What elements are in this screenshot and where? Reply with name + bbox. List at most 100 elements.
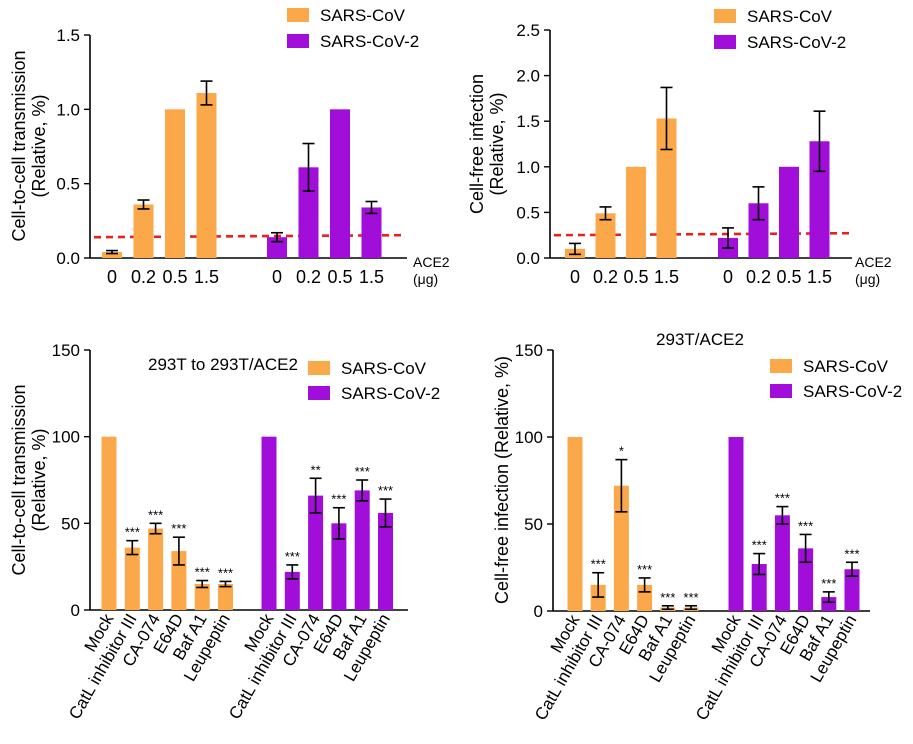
bar — [133, 204, 154, 258]
y-tick-label: 150 — [52, 341, 80, 360]
y-tick-label: 1.5 — [516, 112, 540, 131]
bar — [361, 207, 382, 258]
axis-note: ACE2 — [855, 254, 892, 270]
bar — [774, 515, 790, 611]
legend-label: SARS-CoV — [320, 6, 406, 25]
bar — [821, 597, 837, 611]
significance-label: *** — [285, 549, 300, 564]
bar — [751, 564, 767, 611]
bar — [194, 584, 210, 610]
x-tick-label: 0 — [570, 267, 580, 287]
y-tick-label: 2.0 — [516, 67, 540, 86]
bar — [102, 252, 122, 258]
x-tick-label: 0 — [723, 267, 733, 287]
y-axis-label: Cell-free infection — [467, 74, 487, 214]
bar — [330, 109, 350, 258]
legend-label: SARS-CoV-2 — [320, 32, 419, 51]
significance-label: *** — [821, 576, 836, 591]
bar — [748, 203, 769, 258]
legend-swatch — [308, 386, 330, 400]
chart-title: 293T to 293T/ACE2 — [148, 355, 298, 374]
significance-label: *** — [660, 590, 675, 605]
bar — [595, 213, 616, 258]
legend: SARS-CoV SARS-CoV-2 — [714, 7, 846, 52]
bar — [284, 571, 300, 610]
bar — [308, 495, 324, 610]
significance-label: *** — [218, 565, 233, 580]
legend-label: SARS-CoV-2 — [341, 384, 440, 403]
significance-label: *** — [844, 546, 859, 561]
chart-panel-1: 0.0 0.5 1.0 1.5 Cell-to-cell transmission (Re… — [9, 6, 450, 287]
y-tick-label: 150 — [515, 341, 543, 360]
bar — [590, 584, 606, 611]
bar — [196, 92, 217, 258]
y-axis-label: Cell-to-cell transmission — [9, 384, 29, 575]
y-tick-label: 2.5 — [516, 21, 540, 40]
significance-label: *** — [683, 590, 698, 605]
bar — [124, 547, 140, 610]
significance-label: *** — [125, 525, 140, 540]
x-tick-label: 0.5 — [776, 267, 801, 287]
bar — [171, 551, 187, 610]
legend: SARS-CoV SARS-CoV-2 — [308, 359, 440, 403]
significance-label: *** — [591, 557, 606, 572]
y-tick-label: 0.5 — [516, 203, 540, 222]
bar — [567, 437, 583, 611]
x-tick-label: 1.5 — [807, 267, 832, 287]
legend-label: SARS-CoV — [803, 357, 889, 376]
y-axis-label: Cell-to-cell transmission — [9, 50, 29, 241]
bar — [613, 485, 629, 611]
legend-swatch — [287, 8, 309, 22]
bar — [148, 528, 164, 610]
x-tick-label: 0.5 — [623, 267, 648, 287]
significance-label: * — [619, 444, 624, 459]
bar — [844, 569, 860, 611]
axis-note: (μg) — [413, 271, 438, 287]
bar — [798, 548, 814, 611]
bar — [728, 437, 744, 611]
legend-label: SARS-CoV-2 — [747, 33, 846, 52]
bar — [626, 166, 646, 258]
chart-panel-2: 0.0 0.5 1.0 1.5 2.0 2.5 Cell-free infection (Re… — [467, 7, 892, 287]
chart-panel-3: 0 50 100 150 Cell-to-cell transmission (Relat… — [9, 341, 440, 723]
bar — [656, 118, 677, 259]
significance-label: *** — [171, 521, 186, 536]
y-tick-label: 0 — [534, 602, 543, 621]
x-tick-label: 1.5 — [654, 267, 679, 287]
bar — [809, 141, 830, 258]
bar — [298, 167, 319, 258]
legend-swatch — [308, 361, 330, 375]
y-tick-label: 0.0 — [516, 249, 540, 268]
y-tick-label: 50 — [524, 515, 543, 534]
x-tick-label: 0.2 — [746, 267, 771, 287]
legend-label: SARS-CoV-2 — [803, 382, 902, 401]
legend-swatch — [714, 35, 736, 49]
x-tick-label: 0.5 — [327, 267, 352, 287]
x-tick-label: 0 — [272, 267, 282, 287]
bar — [354, 490, 370, 610]
bar — [101, 436, 117, 610]
legend-label: SARS-CoV — [747, 7, 833, 26]
significance-label: *** — [378, 483, 393, 498]
significance-label: *** — [331, 492, 346, 507]
y-axis-label: (Relative, %) — [29, 94, 49, 197]
legend: SARS-CoV SARS-CoV-2 — [287, 6, 419, 51]
significance-label: *** — [148, 507, 163, 522]
y-axis-label: Cell-free infection (Relative, %) — [492, 356, 512, 604]
legend-swatch — [770, 359, 792, 373]
y-tick-label: 1.5 — [56, 26, 80, 45]
y-tick-label: 1.0 — [56, 100, 80, 119]
chart-title: 293T/ACE2 — [656, 330, 744, 349]
significance-label: *** — [775, 491, 790, 506]
bar — [165, 109, 185, 258]
legend: SARS-CoV SARS-CoV-2 — [770, 357, 902, 401]
bar — [218, 584, 233, 610]
y-tick-label: 0 — [71, 601, 80, 620]
legend-swatch — [770, 384, 792, 398]
y-axis-label: (Relative, %) — [487, 92, 507, 195]
legend-label: SARS-CoV — [341, 359, 427, 378]
bar — [378, 512, 393, 610]
x-tick-label: 0.5 — [162, 267, 187, 287]
